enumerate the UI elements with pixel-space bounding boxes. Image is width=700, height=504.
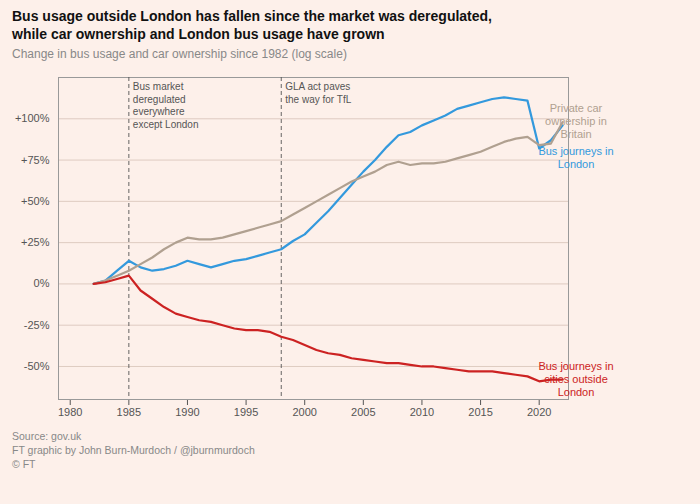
svg-text:Bus journeys incities outsideL: Bus journeys incities outsideLondon: [538, 359, 613, 397]
svg-text:+50%: +50%: [21, 194, 50, 206]
svg-text:0%: 0%: [34, 277, 50, 289]
html-text:Bus usage outside London has f: Bus usage outside London has fallen sinc…: [12, 8, 492, 42]
svg-text:Bus marketderegulatedeverywher: Bus marketderegulatedeverywhereexcept Lo…: [133, 81, 199, 130]
html-text:Source: gov.uk FT graphic by J: Source: gov.uk FT graphic by John Burn-M…: [12, 429, 255, 470]
svg-text:+75%: +75%: [21, 153, 50, 165]
svg-text:1985: 1985: [117, 406, 141, 418]
svg-text:2005: 2005: [351, 406, 375, 418]
svg-text:+25%: +25%: [21, 236, 50, 248]
svg-text:+100%: +100%: [15, 112, 50, 124]
svg-text:GLA act pavesthe way for TfL: GLA act pavesthe way for TfL: [285, 81, 351, 105]
svg-text:1995: 1995: [234, 406, 258, 418]
svg-text:2015: 2015: [468, 406, 492, 418]
svg-text:Private carownership inBritain: Private carownership inBritain: [545, 102, 607, 140]
svg-text:Bus journeys inLondon: Bus journeys inLondon: [538, 145, 613, 170]
svg-text:1980: 1980: [58, 406, 82, 418]
svg-text:1990: 1990: [175, 406, 199, 418]
html-text:Change in bus usage and car ow: Change in bus usage and car ownership si…: [12, 47, 347, 61]
svg-text:-50%: -50%: [24, 360, 50, 372]
svg-text:2010: 2010: [410, 406, 434, 418]
svg-text:2020: 2020: [527, 406, 551, 418]
svg-text:2000: 2000: [292, 406, 316, 418]
svg-text:-25%: -25%: [24, 318, 50, 330]
